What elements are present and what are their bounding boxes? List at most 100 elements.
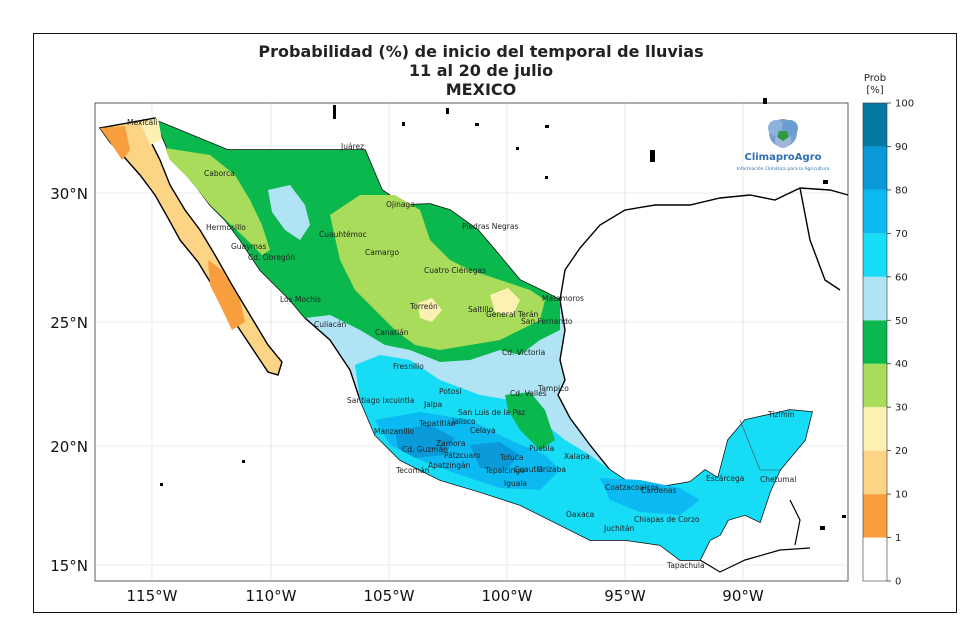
city-label: Ojinaga	[386, 200, 415, 209]
baja-orange-south	[208, 260, 245, 330]
lon-label: 115°W	[127, 587, 178, 605]
colorbar-tick-label: 70	[895, 229, 908, 240]
colorbar-tick-label: 90	[895, 142, 908, 153]
lon-label: 95°W	[604, 587, 646, 605]
region-20-30-saltillo	[490, 288, 520, 316]
city-label: Caborca	[204, 169, 235, 178]
lat-label: 20°N	[50, 438, 88, 456]
colorbar-tick-label: 40	[895, 359, 908, 370]
city-label: Tizimín	[767, 410, 795, 419]
city-label: Chetumal	[760, 475, 796, 484]
city-label: Xalapa	[564, 452, 590, 461]
colorbar-outline	[862, 102, 888, 582]
city-label: Canatlán	[375, 328, 409, 337]
city-label: Coatzacoalcos	[605, 483, 659, 492]
colorbar-bin	[863, 450, 887, 495]
city-label: Tampico	[537, 384, 569, 393]
colorbar-tick-label: 50	[895, 316, 908, 327]
city-label: Zamora	[436, 439, 465, 448]
city-label: Santiago Ixcuintla	[347, 396, 414, 405]
colorbar-label: Prob	[864, 73, 886, 84]
map-title: Probabilidad (%) de inicio del temporal …	[258, 42, 704, 61]
lon-label: 105°W	[364, 587, 415, 605]
region-60-70-south	[355, 355, 812, 560]
city-label: Saltillo	[468, 305, 494, 314]
city-label: Cuatro Ciénegas	[424, 266, 486, 275]
map-frame	[33, 33, 957, 613]
city-label: Manzanillo	[374, 427, 414, 436]
city-label: Cuautla	[514, 465, 543, 474]
colorbar-bin	[863, 537, 887, 581]
colorbar-tick-label: 100	[895, 99, 914, 110]
lon-label: 100°W	[482, 587, 533, 605]
city-label: Orizaba	[537, 465, 566, 474]
city-label: Puebla	[529, 444, 554, 453]
city-label: San Luis de la Paz	[458, 408, 525, 417]
city-label: Cárdenas	[641, 486, 677, 495]
city-label: Jalisco	[451, 417, 476, 426]
baja-orange-north	[100, 126, 130, 160]
florida-coast	[799, 187, 841, 291]
lat-label: 25°N	[50, 314, 88, 332]
city-label: General Terán	[486, 310, 539, 319]
lat-label: 15°N	[50, 557, 88, 575]
colorbar-bin	[863, 233, 887, 277]
city-label: Pátzcuaro	[444, 451, 481, 460]
colorbar-tick-label: 0	[895, 577, 901, 588]
neighbor-coast	[699, 499, 811, 573]
lat-label: 30°N	[50, 185, 88, 203]
city-label: Guaymas	[231, 242, 267, 251]
city-label: Cuauhtémoc	[319, 230, 367, 239]
city-label: Matamoros	[542, 294, 584, 303]
colorbar-bin	[863, 494, 887, 538]
city-label: Juárez	[340, 142, 364, 151]
colorbar-tick-label: 60	[895, 272, 908, 283]
city-label: Mexicali	[127, 118, 157, 127]
region-70-80-tabasco	[600, 478, 700, 515]
region-40-50-veracruz	[505, 392, 555, 450]
colorbar-bin	[863, 320, 887, 364]
logo-name: ClimaproAgro	[744, 152, 821, 163]
colorbar: 0 1 10 20 30 40 50 60 70 80 90 100	[862, 99, 914, 588]
yucatan-border	[739, 419, 780, 471]
logo-tagline: Información Climática para la Agricultur…	[737, 165, 830, 172]
colorbar-bin	[863, 363, 887, 408]
city-label: Tecomán	[395, 466, 430, 475]
city-label: Cd. Obregón	[248, 253, 295, 262]
city-label: Culiacán	[314, 320, 346, 329]
city-labels: Mexicali Juárez Caborca Ojinaga Hermosillo Cu…	[127, 118, 796, 570]
city-label: Fresnillo	[393, 362, 424, 371]
climaproagro-logo: ClimaproAgro Información Climática para …	[737, 119, 830, 172]
city-label: Camargo	[365, 248, 399, 257]
city-label: Tepalcingo	[484, 466, 525, 475]
city-label: Cd. Guzmán	[402, 445, 448, 454]
colorbar-bin	[863, 103, 887, 147]
colorbar-unit: [%]	[866, 85, 883, 96]
colorbar-bin	[863, 276, 887, 321]
region-80-90-centre	[470, 442, 520, 470]
baja-yellow-northeast	[140, 118, 162, 145]
city-label: Piedras Negras	[462, 222, 518, 231]
lon-label: 110°W	[246, 587, 297, 605]
colorbar-tick-label: 10	[895, 490, 908, 501]
islands	[160, 98, 846, 530]
region-50-60-sierra	[268, 185, 310, 240]
colorbar-bin	[863, 146, 887, 190]
region-20-30-torreon	[418, 298, 442, 322]
city-label: Chiapas de Corzo	[634, 515, 700, 524]
city-label: Torreón	[409, 302, 438, 311]
city-label: Oaxaca	[566, 510, 594, 519]
map-subtitle-dates: 11 al 20 de julio	[408, 61, 554, 80]
colorbar-bin	[863, 189, 887, 234]
city-label: Escárcega	[706, 474, 744, 483]
city-label: Juchitán	[603, 524, 634, 533]
city-label: Cd. Victoria	[502, 348, 545, 357]
colorbar-tick-label: 1	[895, 533, 901, 544]
colorbar-tick-label: 30	[895, 403, 908, 414]
latitude-labels: 30°N 25°N 20°N 15°N	[50, 185, 88, 575]
city-label: Tepatitlán	[418, 419, 456, 428]
city-label: Iguala	[504, 479, 527, 488]
city-label: Los Mochis	[280, 295, 321, 304]
city-label: Cd. Valles	[510, 389, 547, 398]
